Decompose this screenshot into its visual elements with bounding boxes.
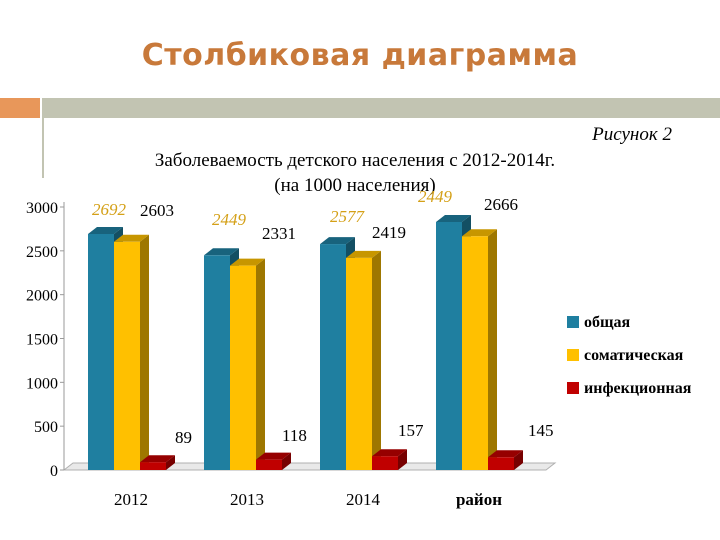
y-tick-label: 0 bbox=[50, 463, 58, 480]
accent-bar bbox=[42, 98, 720, 118]
x-tick-label: 2013 bbox=[230, 490, 264, 509]
bar bbox=[488, 457, 514, 470]
y-tick-label: 1500 bbox=[26, 332, 58, 349]
bar-side bbox=[514, 450, 523, 470]
bar bbox=[256, 459, 282, 470]
accent-rule bbox=[42, 118, 44, 178]
data-label: 118 bbox=[282, 426, 307, 445]
bar-side bbox=[282, 452, 291, 470]
bar-top bbox=[320, 237, 355, 245]
data-label: 2449 bbox=[212, 210, 247, 229]
bar-side bbox=[256, 258, 265, 470]
legend-label: общая bbox=[584, 314, 631, 331]
bar bbox=[320, 244, 346, 470]
bar bbox=[88, 234, 114, 470]
data-label: 89 bbox=[175, 428, 192, 447]
data-label: 2692 bbox=[92, 200, 127, 219]
legend-swatch bbox=[567, 382, 579, 394]
data-label: 2666 bbox=[484, 195, 518, 214]
x-tick-label: район bbox=[456, 490, 502, 509]
x-tick-label: 2014 bbox=[346, 490, 381, 509]
bar-top bbox=[114, 234, 149, 242]
bar-top bbox=[88, 227, 123, 235]
bar bbox=[346, 257, 372, 470]
bar bbox=[372, 456, 398, 470]
legend-label: инфекционная bbox=[584, 380, 692, 397]
bar bbox=[436, 221, 462, 470]
bar bbox=[230, 265, 256, 470]
data-label: 2449 bbox=[418, 187, 453, 206]
bar-top bbox=[140, 455, 175, 463]
bar-top bbox=[346, 250, 381, 258]
data-label: 145 bbox=[528, 421, 554, 440]
bar-top bbox=[462, 229, 497, 237]
data-label: 2577 bbox=[330, 207, 366, 226]
chart-title-line1: Заболеваемость детского населения с 2012… bbox=[155, 150, 555, 171]
y-tick-label: 1000 bbox=[26, 375, 58, 392]
data-label: 2419 bbox=[372, 223, 406, 242]
legend-label: соматическая bbox=[584, 347, 684, 364]
bar-top bbox=[256, 452, 291, 460]
bar-side bbox=[372, 250, 381, 470]
bar-side bbox=[140, 234, 149, 470]
bar-top bbox=[372, 449, 407, 457]
x-tick-label: 2012 bbox=[114, 490, 148, 509]
bar bbox=[204, 255, 230, 470]
bar-top bbox=[204, 248, 239, 256]
bar bbox=[114, 241, 140, 470]
chart-data-labels: 2692 2449 2577 2449 2603 2331 2419 2666 89 118 157… bbox=[92, 187, 554, 447]
y-tick-label: 500 bbox=[34, 419, 58, 436]
y-tick-label: 2500 bbox=[26, 244, 58, 261]
bar bbox=[462, 236, 488, 470]
legend-swatch bbox=[567, 316, 579, 328]
data-label: 2331 bbox=[262, 224, 296, 243]
bar bbox=[140, 462, 166, 470]
figure-label: Рисунок 2 bbox=[591, 124, 672, 145]
data-label: 2603 bbox=[140, 201, 174, 220]
chart-axes: 0 500 1000 1500 2000 2500 3000 2012 2013 2014 райо… bbox=[26, 200, 557, 509]
chart-title-line2: (на 1000 населения) bbox=[274, 175, 435, 196]
slide-title: Столбиковая диаграмма bbox=[141, 38, 579, 73]
bar-side bbox=[398, 449, 407, 470]
accent-square bbox=[0, 98, 40, 118]
bar-side bbox=[488, 229, 497, 470]
chart-legend: общая соматическая инфекционная bbox=[567, 314, 692, 397]
bar-top bbox=[230, 258, 265, 266]
y-tick-label: 2000 bbox=[26, 288, 58, 305]
y-tick-label: 3000 bbox=[26, 200, 58, 217]
bar-top bbox=[488, 450, 523, 458]
legend-swatch bbox=[567, 349, 579, 361]
chart-bars bbox=[88, 214, 523, 470]
data-label: 157 bbox=[398, 421, 424, 440]
bar-side bbox=[166, 455, 175, 470]
bar-top bbox=[436, 214, 471, 222]
